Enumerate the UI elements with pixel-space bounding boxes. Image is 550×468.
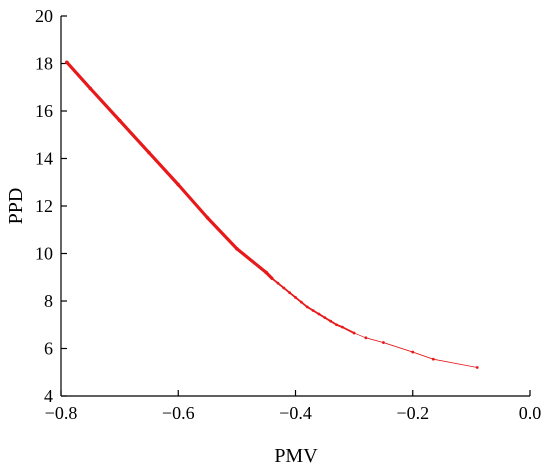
data-point [276, 281, 280, 285]
data-point [382, 341, 385, 344]
series-segment [65, 60, 92, 91]
data-point [117, 118, 122, 123]
series-segment [383, 342, 414, 353]
series-segment [432, 358, 478, 368]
data-point [294, 296, 297, 299]
x-tick-label: 0.0 [519, 403, 542, 423]
data-point [341, 325, 344, 329]
data-point [411, 350, 415, 354]
series-segment [118, 118, 151, 155]
data-point [65, 60, 69, 65]
y-tick-label: 16 [35, 101, 53, 121]
x-tick-label: −0.2 [396, 403, 429, 423]
data-point [264, 270, 268, 275]
x-tick-label: −0.8 [45, 403, 78, 423]
data-point [352, 331, 356, 335]
series-segment [205, 216, 239, 251]
data-point [288, 291, 292, 295]
y-tick-label: 14 [35, 149, 53, 169]
data-point [176, 182, 181, 187]
data-point [205, 216, 210, 220]
data-point [335, 323, 338, 327]
x-tick-label: −0.4 [279, 403, 312, 423]
data-point [270, 277, 274, 280]
series-layer [65, 60, 479, 369]
y-tick-label: 6 [44, 339, 53, 359]
series-segment [88, 86, 122, 123]
y-tick-label: 12 [35, 196, 53, 216]
data-point [329, 319, 333, 323]
data-point [282, 286, 286, 290]
y-tick-label: 18 [35, 54, 53, 74]
series-segment [341, 326, 356, 334]
y-tick-label: 4 [44, 386, 53, 406]
series-segment [412, 351, 434, 360]
data-point [235, 246, 239, 251]
data-point [431, 357, 435, 361]
data-point [88, 86, 93, 91]
y-tick-label: 10 [35, 244, 53, 264]
data-point [147, 150, 151, 155]
series-segment [176, 183, 210, 220]
data-point [311, 309, 315, 312]
series-segment [365, 337, 384, 343]
series-segment [235, 247, 268, 275]
x-axis-title: PMV [274, 445, 318, 467]
x-tick-label: −0.6 [162, 403, 195, 423]
data-point [323, 316, 327, 320]
data-point [317, 312, 321, 316]
data-point [364, 336, 368, 340]
data-point [305, 305, 309, 309]
series-segment [353, 332, 367, 339]
y-tick-label: 8 [44, 291, 53, 311]
data-point [299, 300, 303, 304]
series-segment [147, 150, 180, 187]
axes: −0.8 −0.6 −0.4 −0.2 0.0 4 6 8 10 12 14 16 18 20 [35, 6, 541, 423]
y-tick-label: 20 [35, 6, 53, 26]
data-point [475, 366, 479, 369]
y-axis-title: PPD [5, 188, 27, 225]
